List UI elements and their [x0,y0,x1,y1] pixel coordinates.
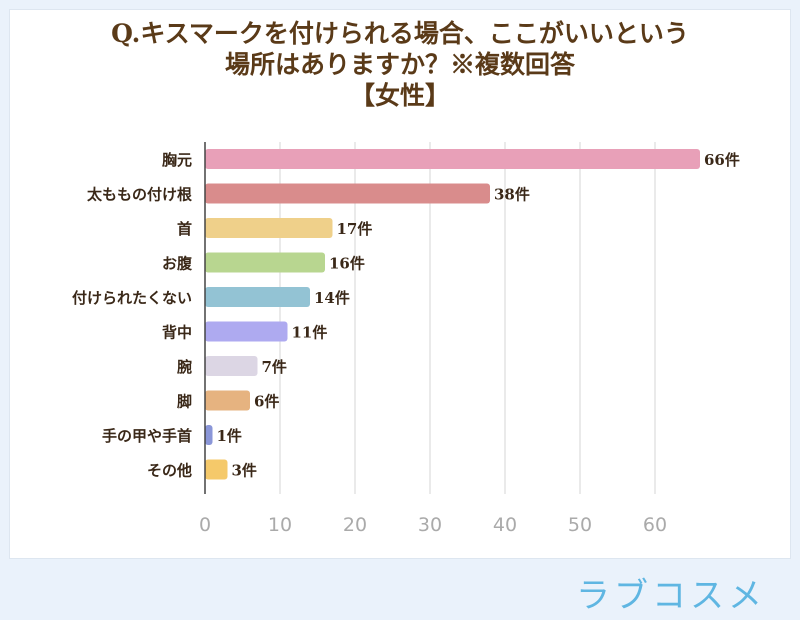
bar-8 [205,425,213,445]
category-label-3: お腹 [162,255,193,273]
category-label-9: その他 [147,462,192,480]
category-label-4: 付けられたくない [72,289,192,307]
bar-6 [205,356,258,376]
category-label-1: 太ももの付け根 [87,186,192,204]
value-label-0: 66件 [704,151,740,169]
brand-logo: ラブコスメ [576,576,766,616]
x-tick-label-30: 30 [418,514,442,536]
bar-9 [205,459,228,480]
category-label-6: 腕 [177,358,192,376]
x-tick-label-0: 0 [199,514,211,536]
chart-title-line-1: Q.キスマークを付けられる場合、ここがいいという [111,19,689,48]
value-label-3: 16件 [329,255,365,273]
x-tick-label-10: 10 [268,514,292,536]
category-label-5: 背中 [162,324,192,342]
bar-3 [205,252,325,273]
category-label-2: 首 [177,220,192,238]
chart-title-line-2: 場所はありますか？※複数回答 [224,50,575,79]
value-label-4: 14件 [314,289,350,307]
bar-4 [205,287,310,307]
bar-5 [205,321,288,342]
value-label-1: 38件 [494,186,530,204]
chart-title: Q.キスマークを付けられる場合、ここがいいという 場所はありますか？※複数回答 … [0,18,800,111]
value-label-6: 7件 [262,358,287,376]
value-label-7: 6件 [254,393,279,411]
value-label-2: 17件 [337,220,373,238]
x-tick-label-60: 60 [643,514,667,536]
chart-card [10,10,790,558]
bar-0 [205,149,700,169]
x-tick-label-50: 50 [568,514,592,536]
x-tick-label-40: 40 [493,514,517,536]
category-label-7: 脚 [177,393,192,411]
value-label-8: 1件 [217,427,242,445]
bar-7 [205,390,250,411]
value-label-9: 3件 [232,462,257,480]
bar-2 [205,218,333,238]
bar-1 [205,183,490,204]
category-label-8: 手の甲や手首 [102,427,192,445]
value-label-5: 11件 [292,324,328,342]
category-label-0: 胸元 [162,151,192,169]
x-tick-label-20: 20 [343,514,367,536]
chart-title-line-3: 【女性】 [349,81,450,110]
